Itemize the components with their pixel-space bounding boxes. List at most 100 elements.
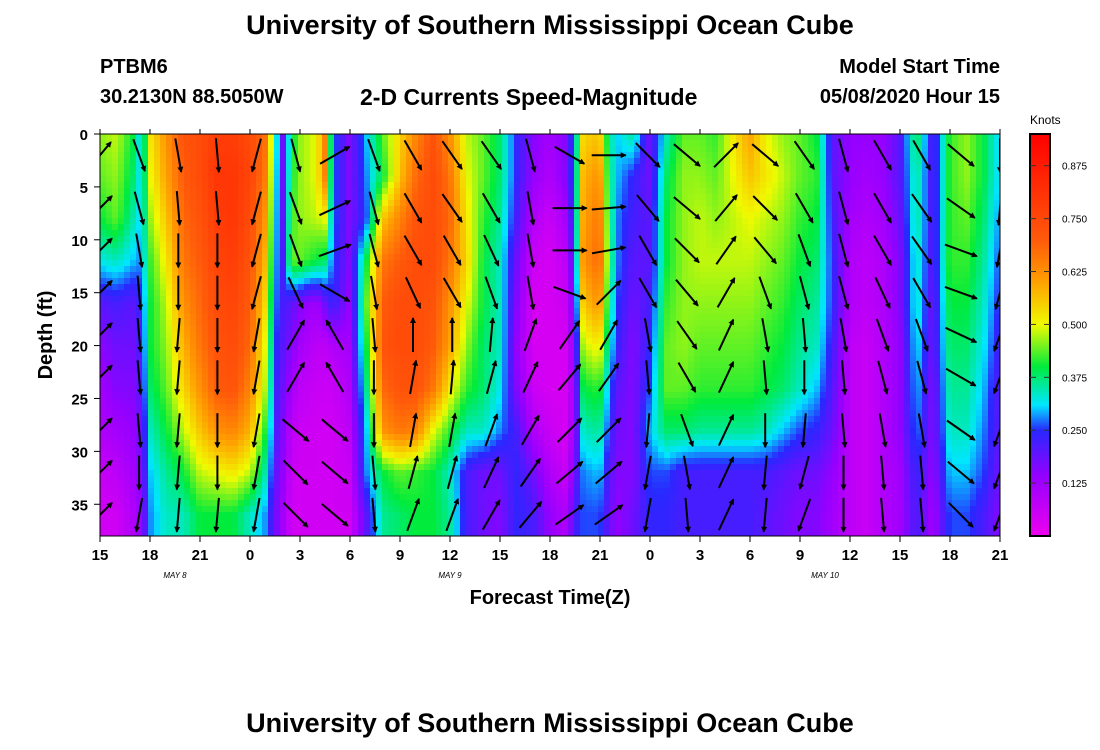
heat-cell [118,446,125,453]
heat-cell [316,482,323,489]
heat-cell [382,140,389,147]
heat-cell [316,182,323,189]
heat-cell [208,278,215,285]
heat-cell [502,464,509,471]
heat-cell [478,434,485,441]
heat-cell [502,224,509,231]
heat-cell [352,320,359,327]
heat-cell [490,344,497,351]
heat-cell [418,284,425,291]
heat-cell [442,146,449,153]
heat-cell [190,170,197,177]
heat-cell [190,302,197,309]
heat-cell [256,410,263,417]
heat-cell [280,290,287,297]
heat-cell [118,404,125,411]
heat-cell [544,218,551,225]
heat-cell [424,308,431,315]
heat-cell [232,146,239,153]
heat-cell [304,170,311,177]
heat-cell [448,242,455,249]
heat-cell [280,188,287,195]
heat-cell [346,386,353,393]
heat-cell [340,284,347,291]
heat-cell [538,164,545,171]
heat-cell [238,338,245,345]
heat-cell [418,452,425,459]
heat-cell [442,410,449,417]
heat-cell [298,368,305,375]
heat-cell [538,134,545,141]
heat-cell [304,440,311,447]
heat-cell [226,188,233,195]
heat-cell [130,374,137,381]
heat-cell [304,194,311,201]
heat-cell [202,434,209,441]
heat-cell [442,296,449,303]
heat-cell [328,260,335,267]
heat-cell [262,146,269,153]
heat-cell [100,344,107,351]
heat-cell [400,164,407,171]
heat-cell [268,338,275,345]
heat-cell [226,446,233,453]
heat-cell [130,188,137,195]
heat-cell [502,326,509,333]
heat-cell [268,242,275,249]
heat-cell [364,320,371,327]
heat-cell [322,500,329,507]
heat-cell [466,356,473,363]
heat-cell [484,488,491,495]
heat-cell [106,506,113,513]
heat-cell [508,194,515,201]
heat-cell [544,236,551,243]
heat-cell [160,458,167,465]
heat-cell [424,218,431,225]
heat-cell [322,506,329,513]
heat-cell [142,458,149,465]
heat-cell [532,446,539,453]
heat-cell [346,362,353,369]
heat-cell [178,434,185,441]
heat-cell [106,392,113,399]
heat-cell [412,404,419,411]
heat-cell [466,410,473,417]
heat-cell [514,452,521,459]
heat-cell [532,314,539,321]
heat-cell [514,440,521,447]
heat-cell [208,296,215,303]
heat-cell [538,518,545,525]
heat-cell [202,296,209,303]
heat-cell [100,338,107,345]
heat-cell [124,284,131,291]
heat-cell [232,284,239,291]
heat-cell [532,524,539,531]
heat-cell [268,476,275,483]
heat-cell [196,320,203,327]
heat-cell [472,332,479,339]
heat-cell [262,188,269,195]
heat-cell [136,158,143,165]
heat-cell [166,524,173,531]
heat-cell [448,218,455,225]
heat-cell [388,530,395,536]
heat-cell [250,242,257,249]
heat-cell [310,296,317,303]
heat-cell [142,524,149,531]
heat-cell [316,284,323,291]
heat-cell [376,506,383,513]
heat-cell [388,362,395,369]
heat-cell [472,308,479,315]
heat-cell [472,482,479,489]
heat-cell [472,380,479,387]
heat-cell [490,218,497,225]
heat-cell [328,296,335,303]
heat-cell [190,224,197,231]
heat-cell [304,272,311,279]
heat-cell [106,338,113,345]
heat-cell [418,236,425,243]
heat-cell [490,380,497,387]
heat-cell [466,512,473,519]
heat-cell [202,482,209,489]
heat-cell [526,338,533,345]
